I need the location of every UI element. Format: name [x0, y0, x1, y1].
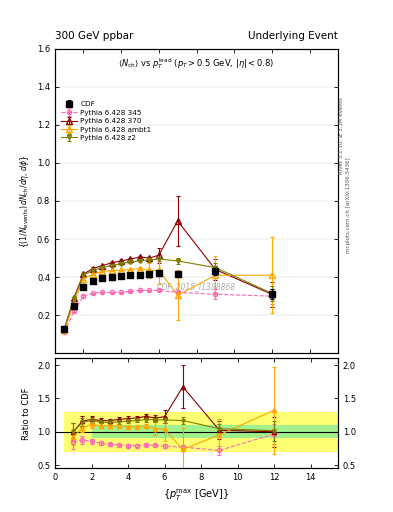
Legend: CDF, Pythia 6.428 345, Pythia 6.428 370, Pythia 6.428 ambt1, Pythia 6.428 z2: CDF, Pythia 6.428 345, Pythia 6.428 370,… — [61, 101, 151, 141]
Y-axis label: $\{(1/N_{\rm events})\,dN_{\rm ch}/d\eta,\,d\phi\}$: $\{(1/N_{\rm events})\,dN_{\rm ch}/d\eta… — [18, 154, 31, 248]
X-axis label: $\{p_T^{\rm max}\ [\rm GeV]\}$: $\{p_T^{\rm max}\ [\rm GeV]\}$ — [163, 488, 230, 503]
Text: $\langle N_{\rm ch}\rangle$ vs $p_T^{\rm lead}$ ($p_T > 0.5$ GeV, $|\eta| < 0.8$: $\langle N_{\rm ch}\rangle$ vs $p_T^{\rm… — [118, 56, 275, 71]
Text: 300 GeV ppbar: 300 GeV ppbar — [55, 31, 133, 41]
Text: Rivet 3.1.10, ≥ 3.1M events: Rivet 3.1.10, ≥ 3.1M events — [339, 97, 343, 174]
Y-axis label: Ratio to CDF: Ratio to CDF — [22, 387, 31, 440]
Text: Underlying Event: Underlying Event — [248, 31, 338, 41]
Text: mcplots.cern.ch [arXiv:1306.3436]: mcplots.cern.ch [arXiv:1306.3436] — [346, 157, 351, 252]
Text: CDF_2015_I1388868: CDF_2015_I1388868 — [157, 282, 236, 291]
